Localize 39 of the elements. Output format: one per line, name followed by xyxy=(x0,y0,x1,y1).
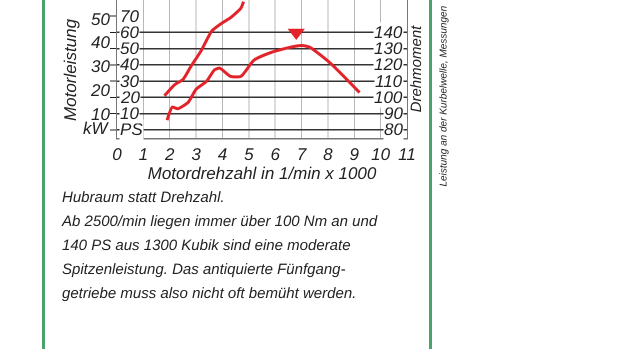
x-tick-label: 2 xyxy=(164,144,175,164)
x-tick-label: 7 xyxy=(296,144,307,164)
y2-tick-label: 90 xyxy=(384,104,404,123)
y3-tick-label: 40 xyxy=(91,33,110,52)
y-axis-title: Motorleistung xyxy=(61,18,80,121)
y3-tick-label: 30 xyxy=(91,57,110,76)
y2-tick-label: 80 xyxy=(384,120,404,139)
x-axis-title: Motordrehzahl in 1/min x 1000 xyxy=(148,164,377,183)
y-tick-label: PS xyxy=(120,120,144,139)
y-tick-label: 70 xyxy=(120,7,140,26)
y3-tick-label: 50 xyxy=(91,10,110,29)
x-tick-label: 9 xyxy=(350,144,360,164)
x-tick-label: 4 xyxy=(218,144,228,164)
y2-axis-title: Drehmoment xyxy=(408,24,425,112)
y2-tick-label: 120 xyxy=(374,55,403,74)
y3-tick-label: 20 xyxy=(90,81,110,100)
y-tick-label: 50 xyxy=(120,39,140,58)
x-tick-label: 5 xyxy=(244,144,254,164)
x-tick-label: 3 xyxy=(191,144,202,164)
line-series xyxy=(162,0,246,98)
x-tick-label: 11 xyxy=(398,144,416,164)
y2-tick-label: 110 xyxy=(375,72,403,91)
y2-tick-label: 100 xyxy=(374,88,403,107)
y-tick-label: 30 xyxy=(120,72,140,91)
x-tick-label: 1 xyxy=(138,144,148,164)
text: Hubraum statt Drehzahl. Ab 2500/min liegen immer über 100 Nm an und 140 PS aus 1300 Kubik sind eine moderate Spitzenleistung. Das antiquierte Fünfgang- getriebe muss also nicht oft bemüht werden. xyxy=(62,188,378,304)
x-tick-label: 10 xyxy=(371,144,391,164)
line-series xyxy=(166,44,362,122)
y-tick-label: 60 xyxy=(120,23,140,42)
y2-tick-label: 140 xyxy=(374,23,403,42)
y3-tick-label: kW xyxy=(83,119,110,138)
x-tick-label: 0 xyxy=(112,144,122,164)
y-tick-label: 20 xyxy=(120,88,140,107)
y2-tick-label: 130 xyxy=(374,39,403,58)
text: Leistung an der Kurbelwelle, Messungen xyxy=(438,5,450,186)
y-tick-label: 10 xyxy=(120,104,140,123)
y-tick-label: 40 xyxy=(120,55,140,74)
x-tick-label: 6 xyxy=(270,144,280,164)
x-tick-label: 8 xyxy=(323,144,334,164)
